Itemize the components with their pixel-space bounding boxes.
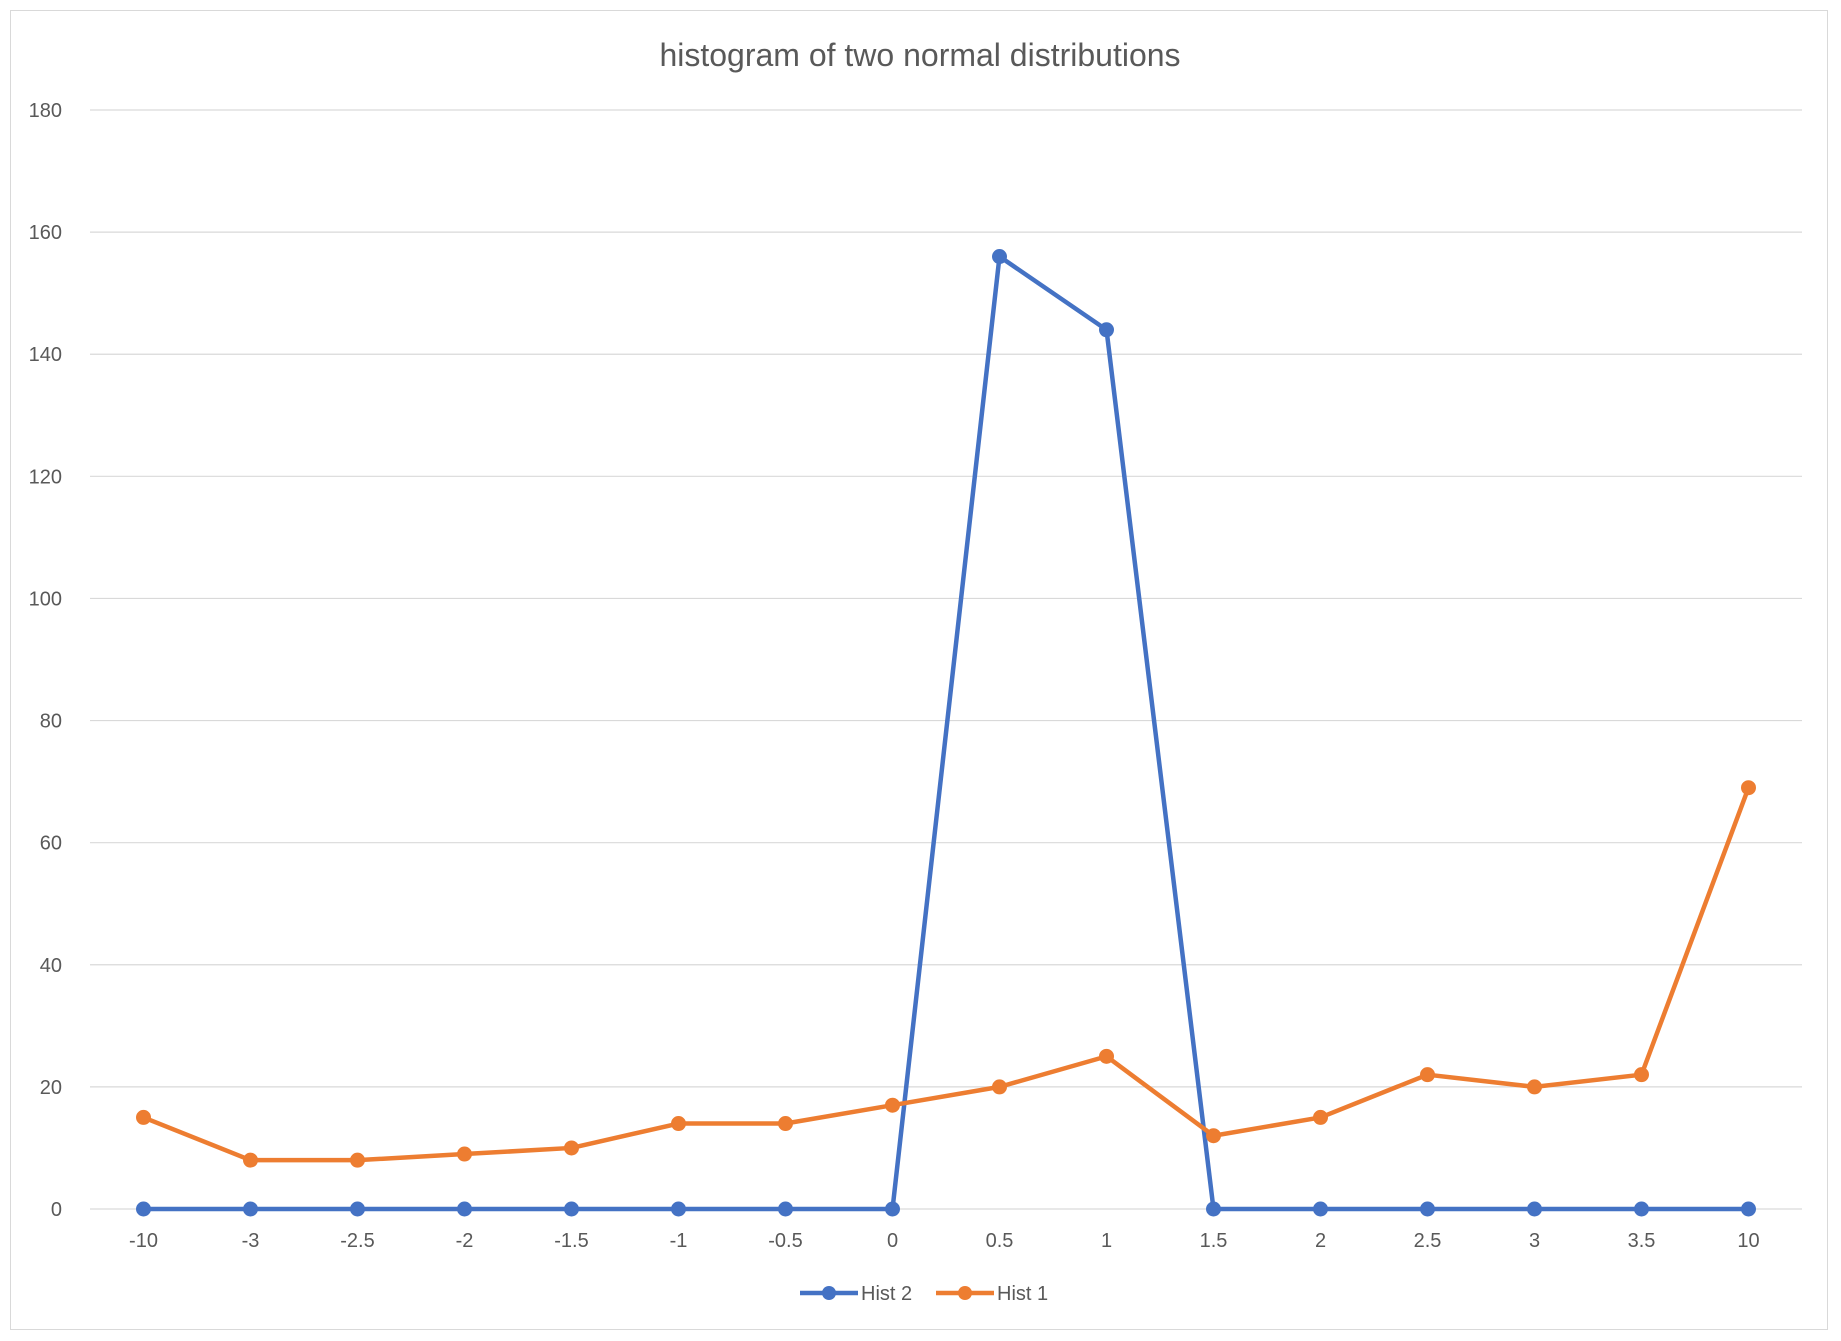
data-point [671,1201,686,1217]
x-tick-label: -2 [456,1230,474,1252]
y-tick-label: 60 [40,833,62,855]
y-tick-label: 80 [40,711,62,733]
data-point [1206,1128,1221,1144]
x-tick-label: -3 [242,1230,260,1252]
data-point [457,1146,472,1162]
series-hist-1 [136,780,1756,1168]
chart-title: histogram of two normal distributions [659,37,1180,73]
series-line [141,254,1751,1212]
x-tick-label: 1 [1101,1230,1112,1252]
y-tick-label: 120 [29,466,62,488]
data-point [136,1201,151,1217]
data-point [1527,1201,1542,1217]
data-point [1741,780,1756,796]
legend-marker [958,1286,972,1300]
y-tick-label: 0 [51,1199,62,1221]
legend-item: Hist 2 [800,1283,912,1305]
x-tick-label: 0 [887,1230,898,1252]
gridlines [90,109,1802,1210]
data-point [778,1201,793,1217]
series-line [141,785,1751,1163]
x-tick-label: -1 [670,1230,688,1252]
data-point [1313,1201,1328,1217]
y-tick-label: 140 [29,344,62,366]
x-tick-label: 1.5 [1200,1230,1228,1252]
y-tick-label: 20 [40,1077,62,1099]
x-axis-ticks: -10 -3 -2.5 -2 -1.5 -1 -0.5 0 0.5 1 1.5 2 2.5 3 3.5 10 [129,1230,1760,1252]
legend-label: Hist 1 [997,1283,1048,1305]
data-point [885,1201,900,1217]
data-point [1420,1067,1435,1083]
y-tick-label: 100 [29,588,62,610]
x-tick-label: 3 [1529,1230,1540,1252]
x-tick-label: 2 [1315,1230,1326,1252]
data-point [778,1116,793,1132]
data-point [1527,1079,1542,1095]
data-point [350,1201,365,1217]
data-point [136,1109,151,1125]
chart-frame [10,10,1828,1330]
legend-item: Hist 1 [936,1283,1048,1305]
y-axis-ticks: 0 20 40 60 80 100 120 140 160 180 [29,100,62,1221]
x-tick-label: -2.5 [340,1230,374,1252]
y-tick-label: 160 [29,222,62,244]
legend-marker [822,1286,836,1300]
data-point [350,1152,365,1168]
data-point [992,249,1007,265]
data-point [885,1097,900,1113]
legend: Hist 2 Hist 1 [800,1283,1048,1305]
series-layer [136,249,1756,1217]
data-point [1206,1201,1221,1217]
data-point [1634,1067,1649,1083]
data-point [564,1201,579,1217]
x-tick-label: 0.5 [986,1230,1014,1252]
data-point [1313,1109,1328,1125]
data-point [1741,1201,1756,1217]
x-tick-label: -10 [129,1230,158,1252]
x-tick-label: -1.5 [554,1230,588,1252]
legend-label: Hist 2 [861,1283,912,1305]
data-point [243,1201,258,1217]
y-tick-label: 180 [29,100,62,122]
data-point [243,1152,258,1168]
x-tick-label: -0.5 [768,1230,802,1252]
series-hist-2 [136,249,1756,1217]
data-point [1634,1201,1649,1217]
data-point [1099,1048,1114,1064]
data-point [564,1140,579,1156]
data-point [992,1079,1007,1095]
x-tick-label: 2.5 [1414,1230,1442,1252]
x-tick-label: 10 [1737,1230,1759,1252]
data-point [457,1201,472,1217]
data-point [1099,322,1114,338]
data-point [671,1116,686,1132]
y-tick-label: 40 [40,955,62,977]
data-point [1420,1201,1435,1217]
x-tick-label: 3.5 [1628,1230,1656,1252]
